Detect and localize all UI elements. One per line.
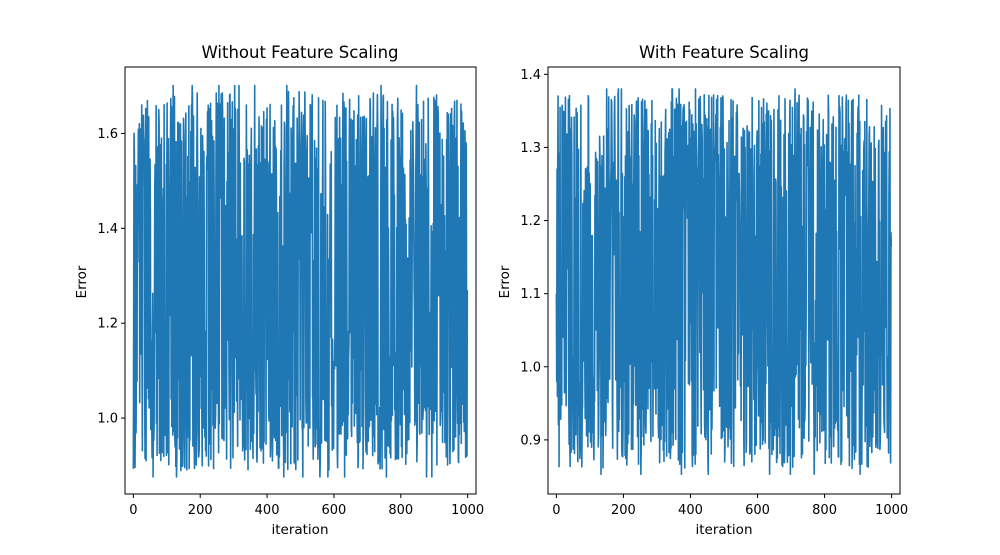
y-axis-label: Error (74, 265, 90, 298)
y-axis-label: Error (497, 265, 513, 298)
chart-with-feature-scaling: With Feature Scaling 0 200 400 600 800 1000 0… (497, 43, 908, 538)
y-ticks: 1.0 1.2 1.4 1.6 (97, 127, 125, 427)
x-tick-label: 600 (745, 503, 770, 518)
x-ticks: 0 200 400 600 800 1000 (552, 494, 908, 518)
x-tick-label: 0 (552, 503, 560, 518)
x-tick-label: 600 (322, 503, 347, 518)
y-ticks: 0.9 1.0 1.1 1.2 1.3 1.4 (520, 68, 548, 448)
x-tick-label: 1000 (875, 503, 908, 518)
series-line (132, 84, 469, 478)
y-tick-label: 1.0 (520, 360, 541, 375)
x-tick-label: 400 (255, 503, 280, 518)
y-tick-label: 0.9 (520, 433, 541, 448)
x-tick-label: 200 (188, 503, 213, 518)
x-tick-label: 1000 (451, 503, 484, 518)
y-tick-label: 1.2 (520, 214, 541, 229)
y-tick-label: 1.0 (97, 412, 118, 427)
y-tick-label: 1.1 (520, 287, 541, 302)
x-tick-label: 0 (129, 503, 137, 518)
y-tick-label: 1.6 (97, 127, 118, 142)
chart-title: Without Feature Scaling (201, 43, 398, 62)
x-ticks: 0 200 400 600 800 1000 (129, 494, 484, 518)
y-tick-label: 1.2 (97, 317, 118, 332)
y-tick-label: 1.4 (520, 68, 541, 83)
y-tick-label: 1.3 (520, 141, 541, 156)
x-tick-label: 800 (388, 503, 413, 518)
x-tick-label: 400 (678, 503, 703, 518)
axes-frame (124, 66, 477, 495)
error-series-line (555, 88, 893, 476)
series-line (555, 88, 893, 476)
y-tick-label: 1.4 (97, 222, 118, 237)
chart-without-feature-scaling: Without Feature Scaling 0 200 400 600 800 100… (74, 43, 484, 538)
x-tick-label: 800 (812, 503, 837, 518)
error-series-line (132, 84, 469, 478)
axes-frame (547, 66, 901, 495)
chart-title: With Feature Scaling (639, 43, 809, 62)
x-axis-label: iteration (271, 522, 328, 538)
x-axis-label: iteration (695, 522, 752, 538)
x-tick-label: 200 (611, 503, 636, 518)
